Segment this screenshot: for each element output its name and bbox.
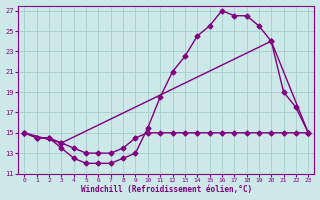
- X-axis label: Windchill (Refroidissement éolien,°C): Windchill (Refroidissement éolien,°C): [81, 185, 252, 194]
